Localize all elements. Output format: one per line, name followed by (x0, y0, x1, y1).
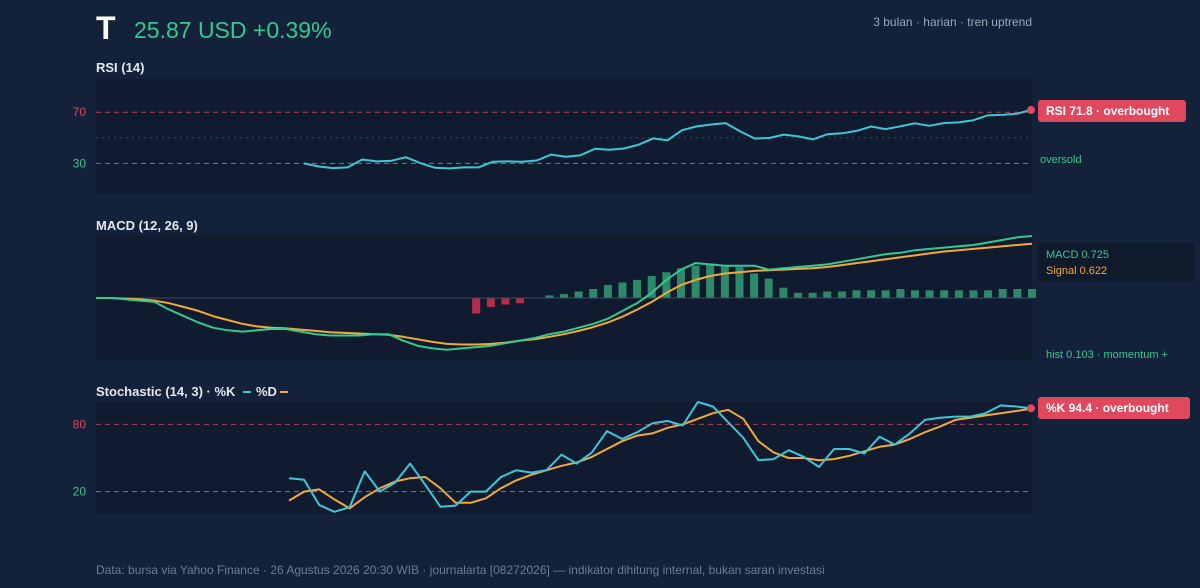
macd-hist-bar (486, 298, 495, 307)
macd-value-label: MACD 0.725 (1046, 249, 1109, 261)
macd-hist-bar (837, 291, 846, 298)
stoch-d-line (288, 407, 1032, 510)
macd-hist-bar (720, 265, 729, 298)
rsi-line (303, 108, 1032, 170)
rsi-plot-area (96, 79, 1032, 194)
macd-hist-bar (706, 264, 715, 298)
macd-hist-bar (633, 279, 642, 298)
macd-hist-bar (603, 285, 612, 298)
macd-hist-bar (1028, 289, 1036, 298)
macd-hist-bar (589, 289, 598, 298)
stoch-title: Stochastic (14, 3) · %K (96, 384, 236, 399)
rsi-panel: RSI (14) 70 30 RSI 71.8 · overbought over… (73, 60, 1186, 194)
price-change: 25.87 USD +0.39% (134, 17, 332, 43)
macd-title: MACD (12, 26, 9) (96, 218, 198, 233)
stoch-latest-label: %K 94.4 · overbought (1046, 401, 1169, 415)
macd-hist-bar (764, 278, 773, 298)
ticker-symbol: T (96, 10, 116, 46)
macd-hist-bar (677, 268, 685, 298)
stoch-plot-area (96, 402, 1032, 514)
macd-hist-bar (472, 298, 481, 314)
rsi-oversold-label: oversold (1040, 154, 1082, 166)
macd-hist-bar (867, 290, 876, 299)
stoch-tick-20: 20 (73, 485, 87, 499)
macd-hist-bar (545, 295, 554, 298)
stoch-panel: Stochastic (14, 3) · %K %D 80 20 %K 94.4 … (73, 384, 1190, 514)
timeframe-meta: 3 bulan · harian · tren uptrend (873, 15, 1032, 29)
rsi-tick-30: 30 (73, 156, 87, 170)
macd-hist-bar (852, 290, 861, 299)
macd-hist-bar (574, 291, 583, 298)
macd-hist-bar (1013, 289, 1022, 298)
rsi-last-point (1027, 105, 1035, 114)
macd-hist-bar (779, 287, 788, 298)
macd-hist-bar (940, 290, 949, 299)
macd-hist-bar (984, 290, 993, 299)
stoch-tick-80: 80 (73, 417, 87, 431)
macd-hist-bar (954, 290, 963, 299)
macd-hist-bar (808, 292, 817, 298)
rsi-latest-badge (1038, 100, 1186, 122)
macd-hist-bar (794, 292, 802, 298)
macd-hist-bar (516, 298, 525, 304)
hist-value-label: hist 0.103 · momentum + (1046, 349, 1168, 361)
data-source-footer: Data: bursa via Yahoo Finance · 26 Agust… (96, 563, 825, 577)
rsi-latest-label: RSI 71.8 · overbought (1046, 104, 1169, 118)
stoch-d-legend-label: %D (256, 384, 277, 399)
macd-legend-box (1038, 243, 1194, 282)
rsi-title: RSI (14) (96, 60, 144, 75)
macd-hist-bar (881, 290, 890, 299)
macd-hist-bar (691, 265, 700, 298)
stoch-last-point (1027, 404, 1035, 413)
macd-hist-bar (925, 290, 934, 299)
macd-hist-bar (618, 282, 627, 298)
macd-hist-bar (823, 291, 832, 298)
signal-line (96, 242, 1033, 346)
signal-value-label: Signal 0.622 (1046, 265, 1107, 277)
macd-hist-bar (969, 290, 978, 299)
macd-hist-bar (735, 267, 744, 298)
macd-hist-bar (911, 290, 919, 299)
macd-line (96, 235, 1033, 351)
macd-hist-bar (998, 289, 1007, 298)
macd-hist-bar (560, 294, 568, 298)
macd-hist-bar (647, 276, 656, 298)
stoch-k-line (288, 401, 1032, 513)
macd-hist-bar (501, 298, 510, 305)
rsi-tick-70: 70 (73, 105, 87, 119)
macd-hist-bar (896, 289, 905, 298)
macd-hist-bar (750, 273, 759, 298)
macd-hist-bar (662, 272, 671, 298)
macd-panel: MACD (12, 26, 9) MACD 0.725 Signal 0.622… (96, 218, 1194, 361)
stoch-latest-badge (1038, 397, 1190, 419)
